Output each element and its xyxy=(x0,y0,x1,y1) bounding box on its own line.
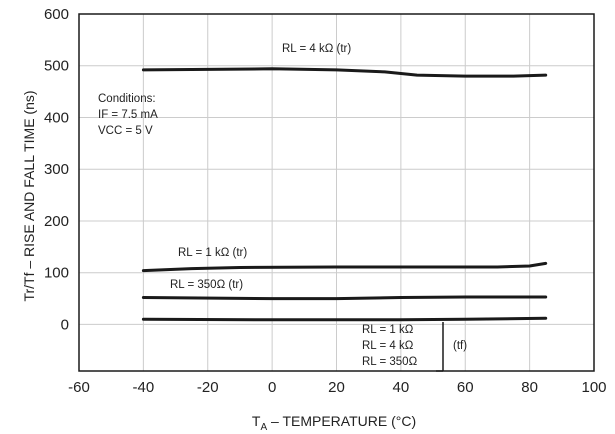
x-tick-label: -40 xyxy=(133,379,155,396)
x-tick-label: -60 xyxy=(68,379,90,396)
y-tick-labels: 0 100 200 300 400 500 600 xyxy=(44,6,69,333)
x-tick-label: 80 xyxy=(521,379,538,396)
grid xyxy=(79,14,594,371)
x-tick-label: -20 xyxy=(197,379,219,396)
label-rl-4k-tr: RL = 4 kΩ (tr) xyxy=(282,43,351,55)
x-axis-title: TA – TEMPERATURE (°C) xyxy=(252,413,416,433)
y-tick-label: 600 xyxy=(44,6,69,23)
y-tick-label: 300 xyxy=(44,161,69,178)
series-line-2 xyxy=(141,295,548,301)
x-tick-label: 60 xyxy=(457,379,474,396)
x-axis-title-main: T xyxy=(252,413,261,429)
y-tick-label: 500 xyxy=(44,58,69,75)
plot-frame xyxy=(78,13,595,372)
x-axis-title-rest: – TEMPERATURE (°C) xyxy=(267,413,416,429)
y-tick-label: 400 xyxy=(44,109,69,126)
x-axis-title-subscript: A xyxy=(260,422,267,433)
series-line-0 xyxy=(141,67,548,78)
y-tick-label: 0 xyxy=(61,316,69,333)
conditions-vcc: VCC = 5 V xyxy=(98,125,153,137)
label-rl-350-tr: RL = 350Ω (tr) xyxy=(170,279,243,291)
conditions-title: Conditions: xyxy=(98,93,156,105)
x-tick-labels: -60 -40 -20 0 20 40 60 80 100 xyxy=(68,379,606,396)
series-line-3 xyxy=(141,316,548,322)
label-tf-rl-4k: RL = 4 kΩ xyxy=(362,340,414,352)
label-tf-rl-1k: RL = 1 kΩ xyxy=(362,324,414,336)
x-tick-label: 0 xyxy=(268,379,276,396)
y-tick-label: 100 xyxy=(44,265,69,282)
x-tick-label: 20 xyxy=(328,379,345,396)
y-tick-label: 200 xyxy=(44,213,69,230)
label-tf-rl-350: RL = 350Ω xyxy=(362,356,418,368)
label-rl-1k-tr: RL = 1 kΩ (tr) xyxy=(178,247,247,259)
curves xyxy=(141,67,548,322)
y-axis-title: Tr/Tf – RISE AND FALL TIME (ns) xyxy=(21,90,37,301)
label-tf-tag: (tf) xyxy=(453,340,467,352)
conditions-if: IF = 7.5 mA xyxy=(98,109,158,121)
series-line-1 xyxy=(141,261,548,273)
x-tick-label: 40 xyxy=(393,379,410,396)
x-tick-label: 100 xyxy=(581,379,606,396)
